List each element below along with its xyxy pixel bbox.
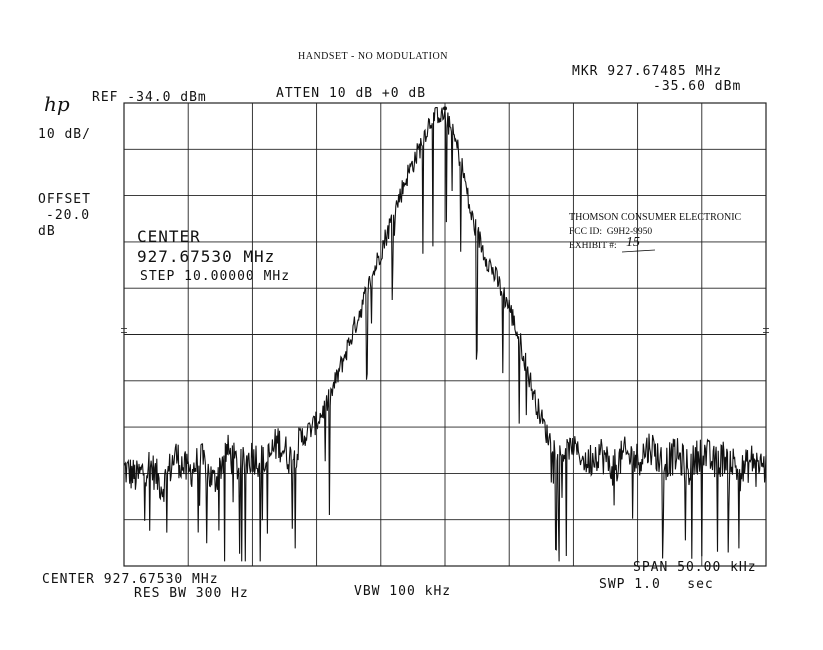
scale-per-div: 10 dB/ bbox=[38, 127, 91, 142]
marker-point bbox=[443, 106, 447, 111]
ref-level: REF -34.0 dBm bbox=[92, 90, 207, 105]
chart-title: HANDSET - NO MODULATION bbox=[298, 51, 448, 62]
footer-video-bandwidth: VBW 100 kHz bbox=[354, 584, 452, 599]
center-box-frequency: 927.67530 MHz bbox=[137, 247, 276, 266]
stamp-exhibit-value: 15 bbox=[626, 235, 640, 250]
hp-logo: hp bbox=[44, 92, 70, 116]
footer-sweep-time: SWP 1.0 sec bbox=[599, 577, 714, 592]
center-box-step: STEP 10.00000 MHz bbox=[140, 269, 291, 284]
footer-span: SPAN 50.00 kHz bbox=[633, 560, 757, 575]
stamp-exhibit-label: EXHIBIT #: bbox=[569, 241, 617, 251]
footer-center-frequency: CENTER 927.67530 MHz bbox=[42, 572, 219, 587]
center-box-label: CENTER bbox=[137, 227, 201, 246]
footer-resolution-bandwidth: RES BW 300 Hz bbox=[134, 586, 249, 601]
marker-level: -35.60 dBm bbox=[653, 79, 742, 94]
stamp-fcc-id: FCC ID: G9H2-9950 bbox=[569, 227, 653, 237]
marker-frequency: MKR 927.67485 MHz bbox=[572, 64, 723, 79]
offset-value: -20.0 bbox=[46, 208, 91, 223]
attenuation: ATTEN 10 dB +0 dB bbox=[276, 86, 427, 101]
graticule-side-ticks bbox=[121, 328, 769, 333]
exhibit-underline bbox=[621, 249, 656, 253]
graticule-grid bbox=[123, 102, 767, 567]
stamp-company: THOMSON CONSUMER ELECTRONIC bbox=[569, 212, 742, 223]
offset-unit: dB bbox=[38, 224, 56, 239]
offset-label: OFFSET bbox=[38, 192, 91, 207]
